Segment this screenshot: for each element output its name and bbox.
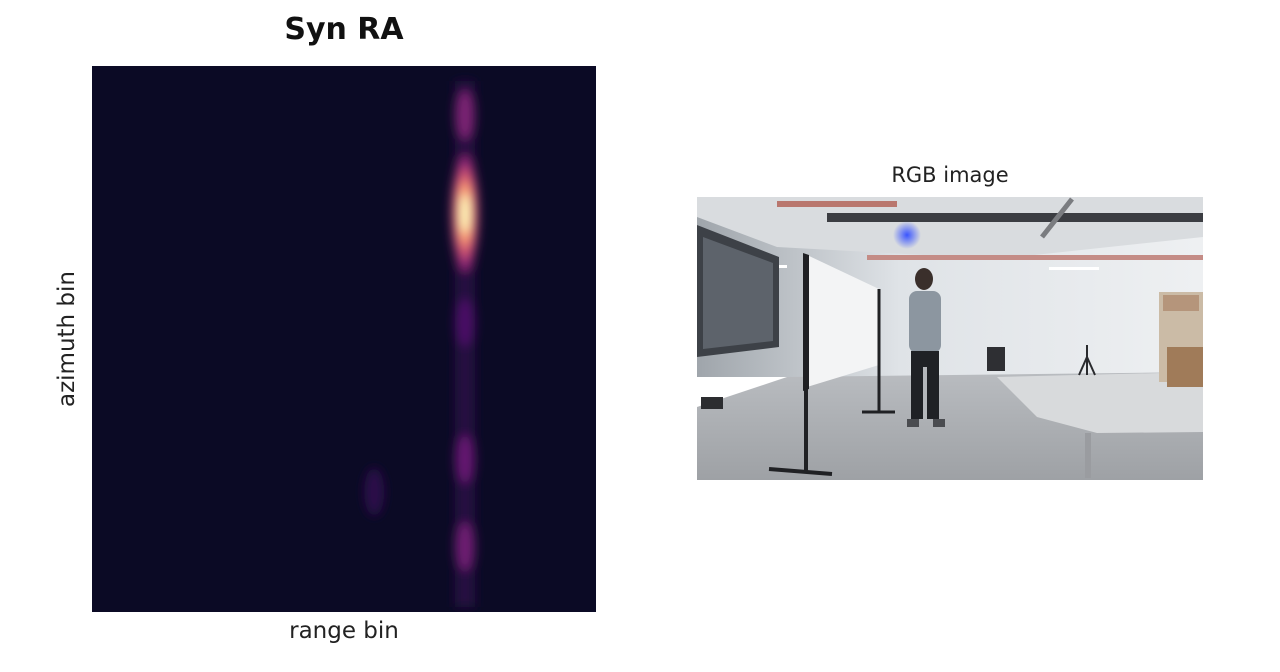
floor-device [701,397,723,409]
person-shoe-2 [933,419,945,427]
range-azimuth-heatmap [92,66,596,612]
boxes [1167,347,1203,387]
ceiling-pipe [1040,197,1074,239]
left-window-glass [703,237,773,349]
person-shoe [907,419,919,427]
blue-light [893,221,921,249]
ceiling-duct [777,201,897,207]
heatmap-title: Syn RA [284,12,404,47]
chair [987,347,1005,371]
rgb-image [697,197,1203,480]
heatmap-cell-5-0 [364,467,385,516]
tripod-leg [1078,356,1088,376]
rgb-image-title: RGB image [891,163,1009,187]
y-axis-label: azimuth bin [54,270,80,408]
ceiling [697,197,1203,259]
table [997,372,1203,433]
person-shirt [909,291,941,353]
ceiling-beam [827,213,1203,222]
person-leg-gap [923,367,927,419]
heatmap-cell-0-3 [460,193,470,234]
heatmap-cell-4-0 [454,522,475,571]
shelf-top [1163,295,1199,311]
table-leg [1085,433,1091,478]
person-head [915,268,933,290]
heatmap-cell-3-0 [454,435,475,484]
heatmap-cell-2-0 [454,298,475,347]
heatmap-cell-1-0 [454,91,475,140]
heatmap-background [92,66,596,612]
tripod-leg-2 [1086,356,1096,376]
whiteboard-base [768,467,833,476]
ceiling-duct-2 [867,255,1203,260]
x-axis-label: range bin [289,618,399,644]
whiteboard [807,255,879,387]
whiteboard-frame [803,253,809,391]
ceiling-lamp [1049,267,1099,270]
